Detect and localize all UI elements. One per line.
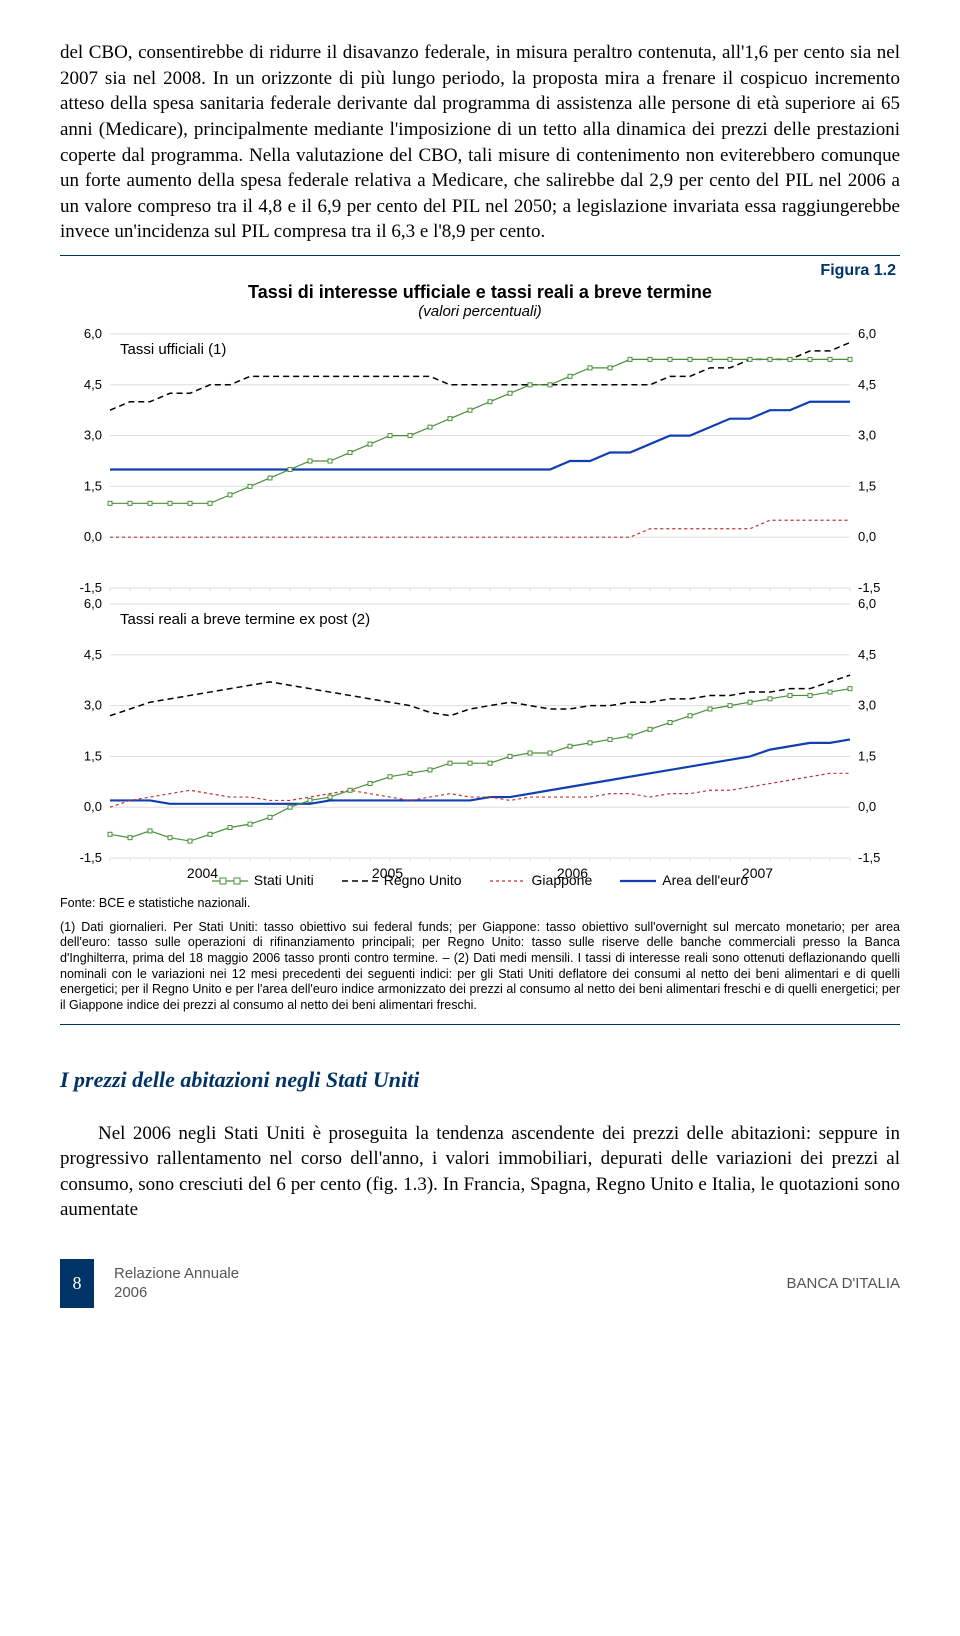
svg-text:-1,5: -1,5 (858, 850, 880, 865)
svg-text:1,5: 1,5 (84, 479, 102, 494)
figure-source: Fonte: BCE e statistiche nazionali. (60, 896, 900, 912)
svg-text:-1,5: -1,5 (858, 580, 880, 595)
footer-bank: BANCA D'ITALIA (787, 1275, 900, 1292)
svg-text:2005: 2005 (372, 865, 403, 881)
svg-text:2004: 2004 (187, 865, 218, 881)
figure-note: (1) Dati giornalieri. Per Stati Uniti: t… (60, 920, 900, 1014)
svg-text:4,5: 4,5 (858, 377, 876, 392)
svg-text:0,0: 0,0 (858, 529, 876, 544)
svg-text:-1,5: -1,5 (80, 850, 102, 865)
figure-label: Figura 1.2 (60, 262, 896, 280)
page-footer: 8 Relazione Annuale 2006 BANCA D'ITALIA (60, 1259, 900, 1308)
svg-text:2006: 2006 (557, 865, 588, 881)
page-number: 8 (60, 1259, 94, 1308)
chart-panel-1: 6,0 6,0 4,5 4,5 3,0 3,0 1,5 1,5 0,0 0,0 -1,5 -1,5 Ta… (60, 326, 900, 596)
figure-title: Tassi di interesse ufficiale e tassi rea… (60, 282, 900, 303)
svg-text:3,0: 3,0 (858, 428, 876, 443)
svg-text:Tassi ufficiali (1): Tassi ufficiali (1) (120, 341, 226, 358)
chart-panel-2: 6,06,04,54,53,03,01,51,50,00,0-1,5-1,520… (60, 596, 900, 866)
svg-text:6,0: 6,0 (84, 326, 102, 341)
svg-text:1,5: 1,5 (84, 749, 102, 764)
svg-text:2007: 2007 (742, 865, 773, 881)
footer-year: 2006 (114, 1284, 239, 1303)
svg-text:1,5: 1,5 (858, 479, 876, 494)
svg-text:1,5: 1,5 (858, 749, 876, 764)
paragraph-1: del CBO, consentirebbe di ridurre il dis… (60, 40, 900, 245)
svg-text:3,0: 3,0 (84, 698, 102, 713)
svg-text:Tassi reali a breve termine ex: Tassi reali a breve termine ex post (2) (120, 611, 370, 628)
figure-subtitle: (valori percentuali) (60, 303, 900, 320)
svg-text:6,0: 6,0 (858, 326, 876, 341)
svg-text:6,0: 6,0 (858, 596, 876, 611)
svg-text:0,0: 0,0 (84, 529, 102, 544)
svg-text:3,0: 3,0 (84, 428, 102, 443)
svg-text:4,5: 4,5 (84, 377, 102, 392)
svg-text:3,0: 3,0 (858, 698, 876, 713)
svg-text:0,0: 0,0 (84, 799, 102, 814)
section-heading: I prezzi delle abitazioni negli Stati Un… (60, 1067, 900, 1093)
svg-text:4,5: 4,5 (858, 647, 876, 662)
paragraph-2: Nel 2006 negli Stati Uniti è proseguita … (60, 1121, 900, 1224)
svg-text:0,0: 0,0 (858, 799, 876, 814)
figure-1-2: Figura 1.2 Tassi di interesse ufficiale … (60, 255, 900, 1024)
svg-text:-1,5: -1,5 (80, 580, 102, 595)
footer-title: Relazione Annuale (114, 1265, 239, 1284)
svg-text:4,5: 4,5 (84, 647, 102, 662)
svg-text:6,0: 6,0 (84, 596, 102, 611)
